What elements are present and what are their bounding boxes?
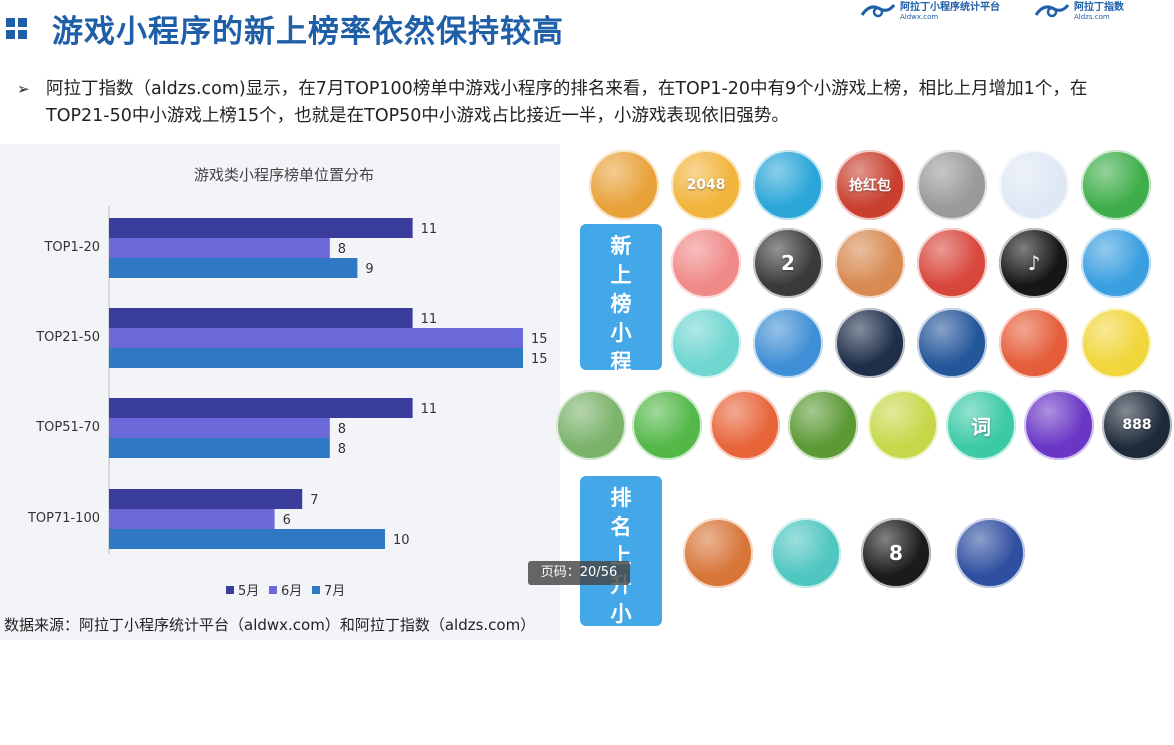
bullet-arrow-icon: ➢	[17, 80, 30, 98]
pixel-man-game-icon	[917, 308, 987, 378]
bar	[109, 308, 413, 328]
data-label: 8	[338, 242, 346, 257]
bar	[109, 509, 275, 529]
cube-face-game-icon	[1081, 308, 1151, 378]
piano-tiles-game-icon: 2	[753, 228, 823, 298]
2048-game-icon: 2048	[671, 150, 741, 220]
grandma-game-icon	[917, 228, 987, 298]
rank-up-label-box: 排名上升小程序游戏	[580, 476, 662, 742]
football-888-game-icon: 888	[1102, 390, 1172, 460]
bar	[109, 328, 523, 348]
cat-game-icon	[771, 518, 841, 588]
bar	[109, 238, 330, 258]
brand1-name: 阿拉丁小程序统计平台	[900, 1, 1000, 13]
bar	[109, 418, 330, 438]
bar-chart: 游戏类小程序榜单位置分布 TOP1-20 11 8 9 TOP21-50 11 15 15 TOP…	[27, 166, 548, 599]
fortune-god-game-icon	[683, 518, 753, 588]
frog-game-icon	[1081, 150, 1151, 220]
data-label: 10	[393, 533, 410, 548]
category-label: TOP1-20	[43, 240, 100, 255]
blocks-game-icon	[671, 308, 741, 378]
bar	[109, 398, 413, 418]
data-label: 6	[283, 513, 291, 528]
car-race-game-icon	[999, 308, 1069, 378]
rooster-game-icon	[556, 390, 626, 460]
category-label: TOP71-100	[27, 511, 100, 526]
bar	[109, 529, 385, 549]
category-label: TOP21-50	[35, 330, 100, 345]
data-label: 15	[531, 332, 548, 347]
8-ball-game-icon: 8	[861, 518, 931, 588]
page-indicator: 页码：20/56	[528, 561, 630, 585]
tap-game-icon	[999, 150, 1069, 220]
hongbao-game-icon: 抢红包	[835, 150, 905, 220]
bar	[109, 438, 330, 458]
bee-cat-game-icon	[955, 518, 1025, 588]
bar	[109, 348, 523, 368]
brand1-url: Aldwx.com	[900, 12, 939, 21]
legend-label: 7月	[324, 584, 345, 599]
data-source: 数据来源：阿拉丁小程序统计平台（aldwx.com）和阿拉丁指数（aldzs.c…	[4, 616, 536, 634]
legend-swatch	[312, 586, 320, 594]
legend-label: 5月	[238, 584, 259, 599]
data-label: 7	[310, 493, 318, 508]
data-label: 8	[338, 442, 346, 457]
brand-aldwx: 阿拉丁小程序统计平台 Aldwx.com	[860, 0, 1000, 22]
data-label: 15	[531, 352, 548, 367]
brand2-name: 阿拉丁指数	[1074, 1, 1124, 13]
chicken-game-icon	[1081, 228, 1151, 298]
aldwx-logo-icon	[860, 4, 896, 18]
legend-label: 6月	[281, 584, 302, 599]
corn-game-icon	[788, 390, 858, 460]
data-label: 11	[421, 222, 438, 237]
piggy-game-icon	[671, 228, 741, 298]
data-label: 11	[421, 402, 438, 417]
data-label: 8	[338, 422, 346, 437]
new-entries-label-box: 新上榜小程序游戏	[580, 224, 662, 461]
airplane-game-icon	[753, 308, 823, 378]
page-title: 游戏小程序的新上榜率依然保持较高	[52, 14, 564, 50]
gold-block-game-icon	[868, 390, 938, 460]
bar	[109, 489, 303, 509]
summary-text: 阿拉丁指数（aldzs.com)显示，在7月TOP100榜单中游戏小程序的排名来…	[46, 79, 1088, 126]
driving-game-icon	[917, 150, 987, 220]
legend-swatch	[269, 586, 277, 594]
data-label: 9	[365, 262, 373, 277]
title-grid-icon	[6, 18, 28, 40]
music-note-game-icon: ♪	[999, 228, 1069, 298]
balls-game-icon	[835, 308, 905, 378]
brand-aldzs: 阿拉丁指数 Aldzs.com	[1034, 0, 1124, 22]
legend-swatch	[226, 586, 234, 594]
brand2-url: Aldzs.com	[1074, 12, 1110, 21]
rank-up-label: 排名上升小程序游戏	[610, 486, 632, 742]
fish-game-icon	[710, 390, 780, 460]
flappy-bird-game-icon	[753, 150, 823, 220]
space-game-icon	[1024, 390, 1094, 460]
aldzs-logo-icon	[1034, 4, 1070, 18]
new-entries-label: 新上榜小程序游戏	[610, 234, 632, 461]
bar	[109, 218, 413, 238]
racing-car-game-icon	[589, 150, 659, 220]
chart-title: 游戏类小程序榜单位置分布	[194, 166, 374, 184]
basketball-girl-game-icon	[835, 228, 905, 298]
category-label: TOP51-70	[35, 420, 100, 435]
data-label: 11	[421, 312, 438, 327]
bar	[109, 258, 358, 278]
word-game-icon: 词	[946, 390, 1016, 460]
soccer-game-icon	[632, 390, 702, 460]
